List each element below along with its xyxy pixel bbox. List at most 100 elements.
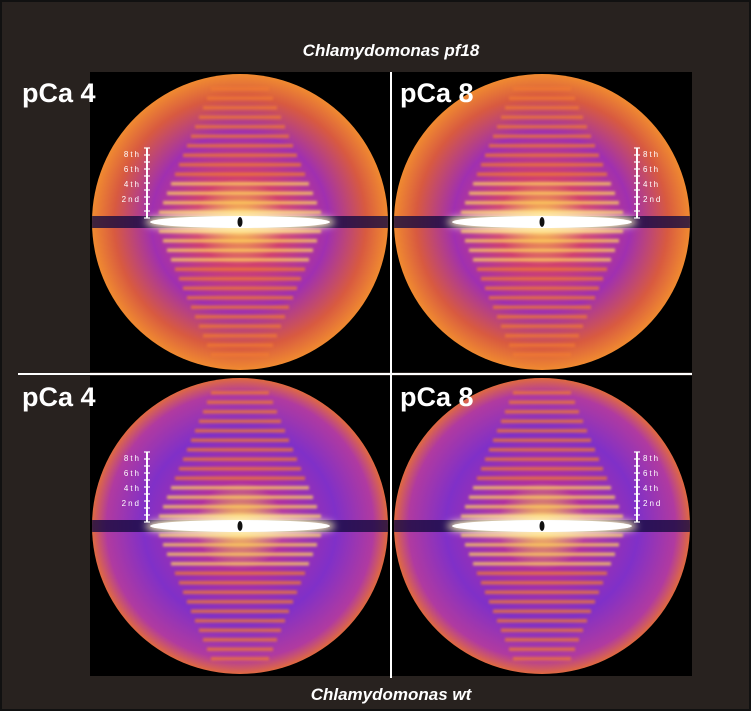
layer-line [469,192,615,196]
layer-line [509,97,575,101]
layer-line [167,249,313,253]
beam-stop [238,217,243,227]
layer-line [465,505,619,509]
layer-line [167,553,313,557]
layer-line [199,325,281,329]
layer-line [207,97,273,101]
layer-line [195,315,285,319]
layer-line [187,296,293,300]
layer-line [513,657,571,661]
scale-label: 4th [124,484,141,493]
layer-line [207,401,273,405]
layer-line [191,306,289,310]
layer-line [199,420,281,424]
layer-line [509,648,575,652]
layer-line [473,258,611,262]
layer-line [469,553,615,557]
layer-line [481,163,603,167]
layer-line [489,600,595,604]
scale-label: 2nd [122,499,141,508]
layer-line [505,410,579,414]
layer-line [505,638,579,642]
layer-line [191,439,289,443]
layer-line [179,277,301,281]
layer-line [465,543,619,547]
layer-line [175,173,305,177]
layer-line [179,163,301,167]
scale-label: 4th [124,180,141,189]
layer-line [485,458,599,462]
layer-line [501,116,583,120]
layer-line [171,182,309,186]
layer-line [485,154,599,158]
layer-line [195,429,285,433]
panel: pCa 88th6th4th2nd [392,376,692,676]
scale-label: 8th [124,454,141,463]
layer-line [211,391,269,395]
scale-label: 2nd [643,499,662,508]
layer-line [509,344,575,348]
layer-line [171,562,309,566]
layer-line [175,572,305,576]
layer-line [493,135,591,139]
layer-line [187,144,293,148]
layer-line [171,258,309,262]
layer-line [175,268,305,272]
beam-stop [540,521,545,531]
scale-label: 6th [124,165,141,174]
layer-line [163,505,317,509]
layer-line [477,268,607,272]
layer-line [509,401,575,405]
layer-line [203,638,277,642]
layer-line [175,477,305,481]
layer-line [497,315,587,319]
layer-line [167,192,313,196]
panel-label: pCa 4 [22,78,96,108]
scale-label: 6th [124,469,141,478]
layer-line [163,201,317,205]
scale-label: 8th [643,150,660,159]
layer-line [505,106,579,110]
layer-line [211,87,269,91]
layer-line [501,325,583,329]
layer-line [501,629,583,633]
layer-line [211,353,269,357]
layer-line [183,287,297,291]
layer-line [163,239,317,243]
layer-line [207,344,273,348]
layer-line [207,648,273,652]
layer-line [191,610,289,614]
panel-label: pCa 8 [400,78,474,108]
layer-line [191,135,289,139]
scale-label: 8th [124,150,141,159]
layer-line [497,619,587,623]
layer-line [187,600,293,604]
layer-line [481,581,603,585]
layer-line [199,629,281,633]
layer-line [513,391,571,395]
scale-label: 2nd [643,195,662,204]
layer-line [203,334,277,338]
layer-line [473,486,611,490]
layer-line [171,486,309,490]
layer-line [477,173,607,177]
layer-line [473,562,611,566]
scale-label: 6th [643,469,660,478]
layer-line [203,410,277,414]
layer-line [469,249,615,253]
layer-line [497,125,587,129]
footer-title: Chlamydomonas wt [311,685,473,704]
layer-line [183,591,297,595]
beam-stop [238,521,243,531]
layer-line [183,154,297,158]
layer-line [497,429,587,433]
layer-line [465,201,619,205]
layer-line [167,496,313,500]
layer-line [493,610,591,614]
panel-label: pCa 8 [400,382,474,412]
panel-label: pCa 4 [22,382,96,412]
layer-line [211,657,269,661]
layer-line [485,591,599,595]
layer-line [183,458,297,462]
